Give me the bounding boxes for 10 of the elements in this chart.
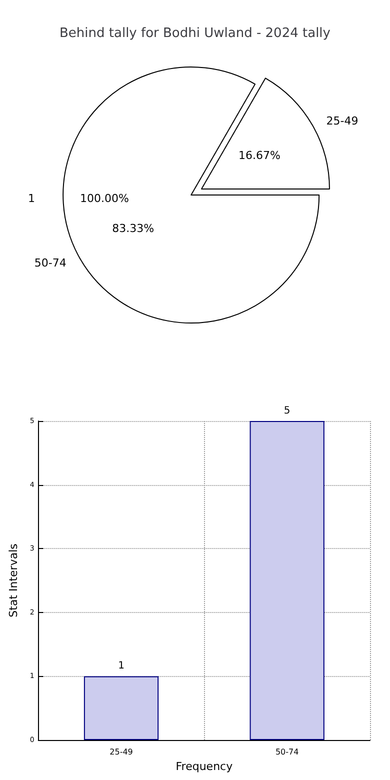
text: 100.00% [80,192,129,205]
y-axis-title: Stat Intervals [7,543,20,618]
slice-label: 50-74 [34,256,66,270]
x-axis-title: Frequency [176,760,234,773]
data-label: 16.67% [238,148,280,162]
data-label: 83.33% [112,222,154,236]
data-label: 5 [284,406,290,416]
slice-label: 25-49 [326,114,358,128]
data-label: 1 [118,660,124,672]
chart-title: Behind tally for Bodhi Uwland - 2024 tally [60,26,331,41]
